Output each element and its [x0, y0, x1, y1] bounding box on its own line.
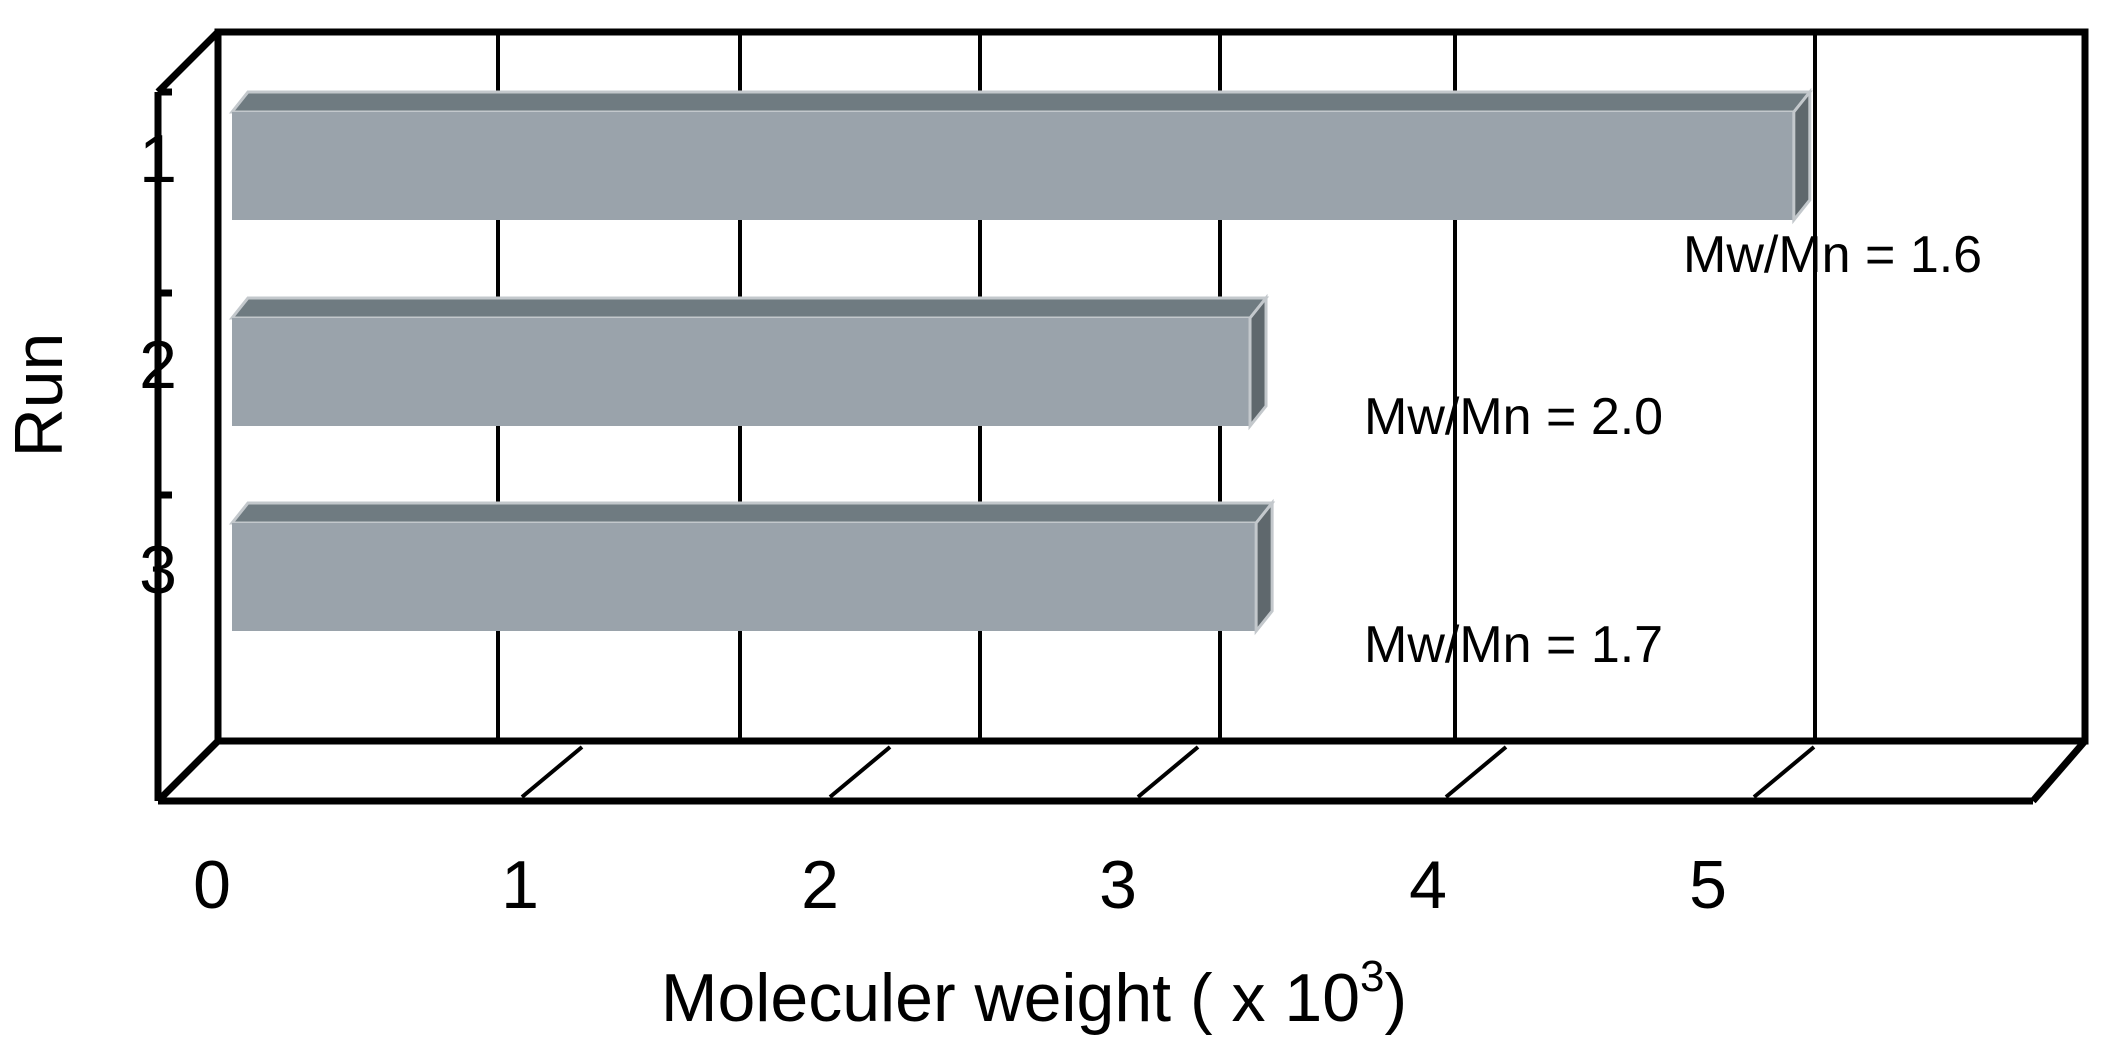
bar-end-run-2 [1248, 293, 1268, 431]
annotation-run-3: Mw/Mn = 1.7 [1364, 616, 1663, 674]
floor-grid-5 [1752, 745, 1816, 799]
bar-run-3 [232, 523, 1257, 631]
floor-grid-4 [1444, 745, 1508, 799]
left-wall-top-edge [155, 29, 221, 95]
bar-top-run-1 [228, 90, 1813, 114]
bar-run-2 [232, 318, 1251, 426]
bar-end-run-1 [1792, 87, 1812, 225]
bar-top-run-3 [228, 501, 1276, 525]
x-tick-label-2: 2 [801, 847, 839, 923]
annotation-run-1: Mw/Mn = 1.6 [1683, 226, 1982, 284]
bar-top-run-2 [228, 296, 1270, 320]
bars [228, 87, 1813, 636]
back-wall [214, 28, 2089, 745]
y-tick-label-2: 2 [139, 327, 177, 403]
annotation-run-2: Mw/Mn = 2.0 [1364, 388, 1663, 446]
chart-frame [154, 28, 2089, 805]
x-tick-label-1: 1 [501, 847, 539, 923]
y-axis-title: Run [1, 333, 77, 458]
bar-run-1 [232, 112, 1794, 220]
y-tick-label-1: 1 [139, 121, 177, 197]
floor-right-edge [2030, 738, 2088, 804]
y-tick-label-3: 3 [139, 532, 177, 608]
bar-end-run-3 [1254, 498, 1274, 636]
floor-grid-1 [520, 745, 584, 799]
x-axis-title: Moleculer weight ( x 103) [661, 952, 1407, 1036]
x-tick-label-0: 0 [193, 847, 231, 923]
labels: Run Moleculer weight ( x 103) 0 1 2 3 4 5 1 Mw/… [1, 121, 1982, 1036]
floor-left-edge [155, 738, 221, 804]
x-tick-label-5: 5 [1689, 847, 1727, 923]
x-tick-label-4: 4 [1409, 847, 1447, 923]
floor-grid-3 [1136, 745, 1200, 799]
x-tick-label-3: 3 [1099, 847, 1137, 923]
floor-grid-2 [828, 745, 892, 799]
